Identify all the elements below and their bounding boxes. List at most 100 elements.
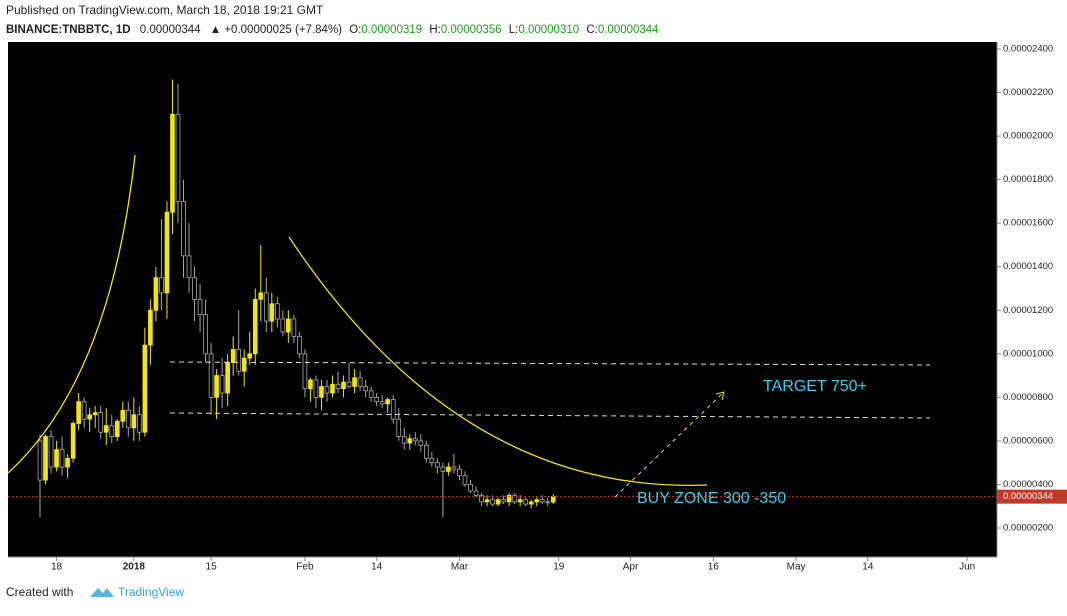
candle-body [308, 379, 313, 390]
y-tick-label: 0.00001200 [1003, 305, 1053, 316]
x-tick-label: Mar [451, 562, 469, 573]
candle-body [396, 418, 402, 437]
candle-body [506, 494, 512, 503]
candle-body [175, 113, 181, 202]
x-tick-label: May [787, 562, 806, 573]
candle-body [43, 436, 48, 481]
candle-body [495, 499, 501, 505]
candle-body [92, 412, 98, 416]
candle-body [120, 410, 126, 422]
x-tick-label: Jun [959, 562, 975, 573]
candle-body [479, 494, 484, 503]
resistance-line [169, 361, 931, 366]
close-label: C: [586, 24, 598, 36]
marks [8, 79, 997, 518]
candle-body [109, 425, 115, 437]
candle-body [346, 381, 352, 387]
candle-body [473, 490, 479, 496]
y-tick-label: 0.00001800 [1003, 174, 1053, 185]
candle-body [225, 362, 230, 394]
y-tick-label: 0.00000400 [1003, 479, 1053, 490]
annotation: BUY ZONE 300 -350 [637, 490, 786, 507]
change: ▲ +0.00000025 (+7.84%) [210, 24, 342, 36]
arc-right [288, 236, 708, 487]
published: Published on TradingView.com, March 18, … [6, 3, 324, 17]
candle-body [330, 383, 335, 394]
candle-body [214, 375, 219, 398]
candle-body [435, 462, 440, 468]
candle-body [424, 444, 429, 459]
candle-body [142, 344, 148, 433]
candle-body [539, 499, 545, 503]
candle-body [98, 412, 104, 433]
candle-body [252, 298, 258, 355]
resistance-line [169, 412, 931, 419]
x-tick-label: 2018 [123, 562, 146, 573]
candle-body [352, 377, 357, 387]
candle-body [523, 499, 529, 505]
candle-body [385, 399, 391, 405]
candle-body [335, 383, 341, 390]
y-tick-label: 0.00002200 [1003, 87, 1053, 98]
drawings [7, 154, 931, 498]
candle-body [208, 353, 214, 398]
last-price-box [997, 489, 1067, 504]
candle-body [319, 386, 324, 398]
candle-body [87, 414, 93, 420]
candle-body [451, 466, 457, 470]
y-tick-label: 0.00000800 [1003, 392, 1053, 403]
open-label: O: [349, 24, 361, 36]
candle-body [401, 436, 407, 444]
candle-body [203, 314, 208, 355]
candle-body [429, 457, 435, 464]
candle-body [534, 499, 540, 503]
candle-body [219, 375, 225, 394]
y-tick-label: 0.00001400 [1003, 261, 1053, 272]
candle-body [186, 255, 192, 278]
candle-body [230, 349, 236, 363]
candle-body [125, 410, 131, 429]
low-label: L: [509, 24, 519, 36]
candle-body [440, 466, 446, 472]
candle-body [164, 211, 170, 294]
candle-body [390, 399, 396, 420]
candle-body [407, 438, 413, 444]
candle-body [192, 277, 197, 300]
candle-body [70, 423, 76, 459]
candle-body [48, 436, 54, 468]
high-label: H: [429, 24, 441, 36]
candle-body [269, 303, 275, 322]
candle-body [247, 353, 253, 359]
candle-body [517, 499, 523, 503]
y-tick-label: 0.00000200 [1003, 523, 1053, 534]
candle-body [65, 457, 70, 468]
candle-body [263, 292, 269, 322]
x-tick-label: 16 [708, 562, 720, 573]
candle-body [512, 494, 517, 503]
candle-body [197, 298, 203, 316]
candle-body [114, 420, 120, 437]
y-tick-label: 0.00002400 [1003, 43, 1053, 54]
candle-body [297, 335, 302, 355]
x-tick-label: 18 [51, 562, 63, 573]
candle-body [418, 440, 424, 446]
candle-body [468, 484, 473, 492]
candle-body [341, 381, 346, 390]
target-arrow [614, 391, 725, 498]
candle-body [363, 386, 368, 392]
x-tick-label: Apr [623, 562, 639, 573]
x-tick-label: 14 [862, 562, 874, 573]
candle-body [490, 499, 495, 505]
low: 0.00000310 [518, 24, 579, 36]
candle-body [76, 401, 81, 424]
annotation: TARGET 750+ [763, 378, 867, 395]
logo [90, 588, 114, 597]
candle-body [103, 425, 109, 433]
symbol: BINANCE:TNBBTC, 1D [6, 24, 131, 36]
footer-created: Created with [6, 585, 73, 599]
candle-body [324, 386, 330, 394]
candle-body [457, 468, 462, 477]
y-tick-label: 0.00001000 [1003, 348, 1053, 359]
candle-body [37, 440, 43, 481]
candle-body [286, 318, 291, 333]
